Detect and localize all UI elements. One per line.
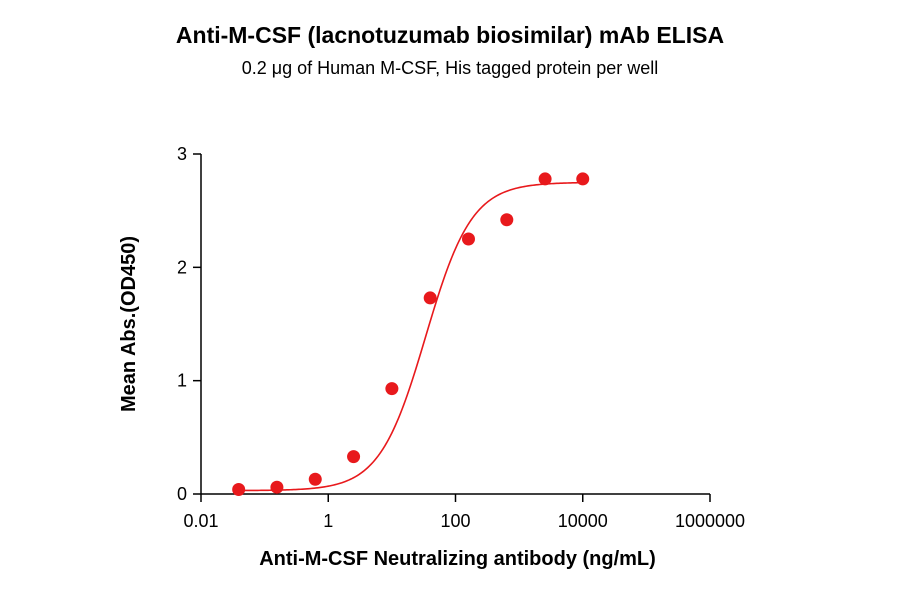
data-point — [538, 172, 552, 186]
x-axis-ticks: 0.01 1 100 10000 1000000 — [183, 494, 745, 531]
x-tick-label: 100 — [440, 511, 470, 531]
y-tick-label: 2 — [177, 257, 187, 277]
data-point — [308, 472, 322, 486]
y-tick-label: 3 — [177, 144, 187, 164]
data-point — [347, 450, 361, 464]
x-tick-label: 0.01 — [183, 511, 218, 531]
axes — [200, 154, 710, 495]
y-tick-label: 1 — [177, 371, 187, 391]
chart-subtitle: 0.2 μg of Human M-CSF, His tagged protei… — [241, 58, 659, 78]
y-axis-title: Mean Abs.(OD450) — [118, 236, 140, 412]
data-point — [232, 482, 246, 496]
chart-title: Anti-M-CSF (lacnotuzumab biosimilar) mAb… — [175, 22, 725, 48]
data-point — [423, 291, 437, 305]
data-point — [270, 480, 284, 494]
fit-curve — [238, 181, 583, 492]
data-point — [461, 232, 475, 246]
x-tick-label: 10000 — [558, 511, 608, 531]
data-point — [385, 382, 399, 396]
x-tick-label: 1000000 — [675, 511, 745, 531]
data-points — [232, 172, 590, 496]
y-axis-ticks: 0 1 2 3 — [177, 144, 201, 504]
data-point — [576, 172, 590, 186]
x-tick-label: 1 — [323, 511, 333, 531]
y-tick-label: 0 — [177, 484, 187, 504]
x-axis-title: Anti-M-CSF Neutralizing antibody (ng/mL) — [259, 548, 656, 570]
data-point — [500, 213, 514, 227]
